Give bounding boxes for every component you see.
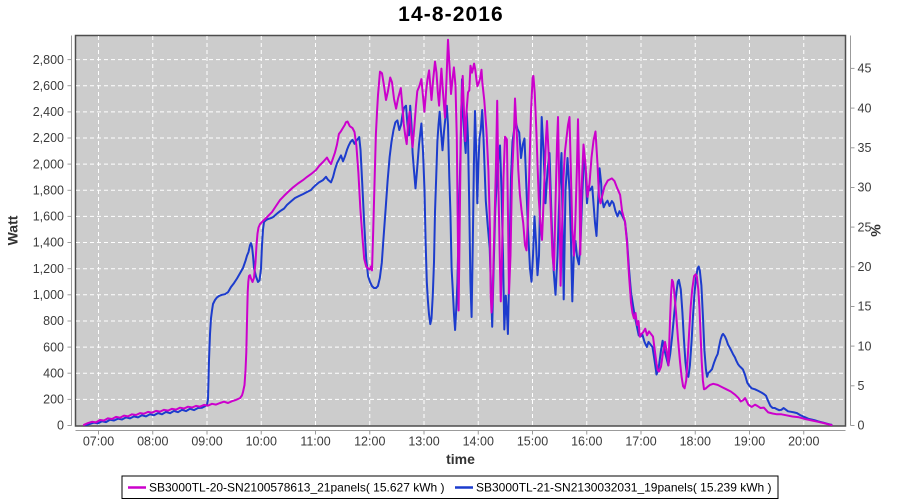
- svg-text:1,200: 1,200: [33, 262, 64, 276]
- svg-text:1,800: 1,800: [33, 184, 64, 198]
- svg-text:14:00: 14:00: [463, 435, 494, 449]
- svg-text:15: 15: [858, 300, 872, 314]
- svg-text:30: 30: [858, 181, 872, 195]
- svg-text:45: 45: [858, 62, 872, 76]
- svg-text:SB3000TL-21-SN2130032031_19pan: SB3000TL-21-SN2130032031_19panels( 15.23…: [476, 481, 772, 495]
- svg-text:600: 600: [43, 340, 64, 354]
- svg-text:0: 0: [858, 419, 865, 433]
- svg-text:1,400: 1,400: [33, 236, 64, 250]
- svg-text:20:00: 20:00: [788, 435, 819, 449]
- svg-text:1,000: 1,000: [33, 288, 64, 302]
- svg-text:07:00: 07:00: [83, 435, 114, 449]
- svg-text:14-8-2016: 14-8-2016: [398, 3, 504, 26]
- svg-text:Watt: Watt: [5, 215, 21, 245]
- svg-text:400: 400: [43, 366, 64, 380]
- svg-text:17:00: 17:00: [625, 435, 656, 449]
- svg-text:13:00: 13:00: [408, 435, 439, 449]
- svg-text:10: 10: [858, 339, 872, 353]
- svg-text:2,400: 2,400: [33, 105, 64, 119]
- svg-text:2,000: 2,000: [33, 157, 64, 171]
- svg-text:12:00: 12:00: [354, 435, 385, 449]
- svg-text:time: time: [446, 451, 475, 467]
- svg-text:16:00: 16:00: [571, 435, 602, 449]
- svg-text:19:00: 19:00: [734, 435, 765, 449]
- svg-text:10:00: 10:00: [246, 435, 277, 449]
- svg-text:2,200: 2,200: [33, 131, 64, 145]
- svg-text:200: 200: [43, 393, 64, 407]
- svg-text:20: 20: [858, 260, 872, 274]
- svg-text:1,600: 1,600: [33, 210, 64, 224]
- svg-text:35: 35: [858, 141, 872, 155]
- svg-text:08:00: 08:00: [137, 435, 168, 449]
- svg-text:11:00: 11:00: [300, 435, 330, 449]
- svg-text:2,800: 2,800: [33, 53, 64, 67]
- svg-text:40: 40: [858, 101, 872, 115]
- svg-text:800: 800: [43, 314, 64, 328]
- svg-text:18:00: 18:00: [680, 435, 711, 449]
- svg-text:15:00: 15:00: [517, 435, 548, 449]
- svg-text:0: 0: [57, 419, 64, 433]
- svg-text:25: 25: [858, 220, 872, 234]
- svg-text:SB3000TL-20-SN2100578613_21pan: SB3000TL-20-SN2100578613_21panels( 15.62…: [149, 481, 445, 495]
- svg-text:2,600: 2,600: [33, 79, 64, 93]
- svg-text:%: %: [868, 224, 884, 237]
- svg-text:5: 5: [858, 379, 865, 393]
- svg-text:09:00: 09:00: [191, 435, 222, 449]
